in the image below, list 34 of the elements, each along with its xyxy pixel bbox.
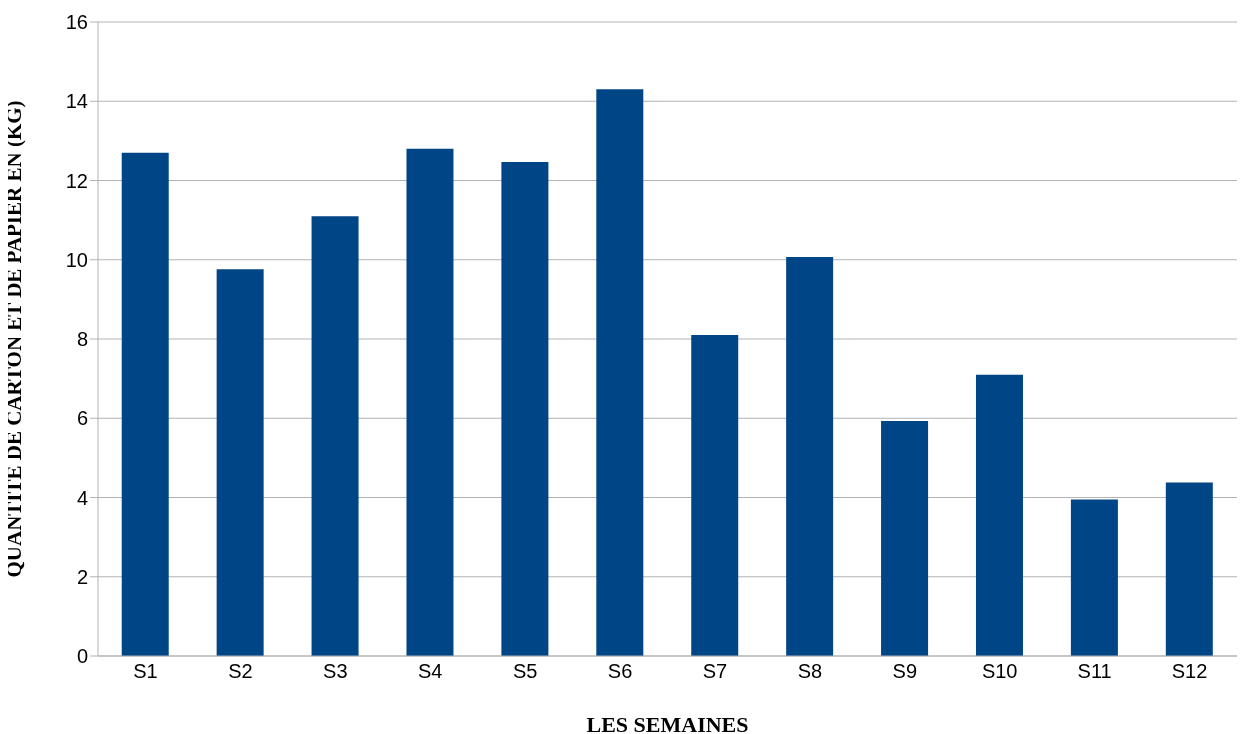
x-tick-label: S12 <box>1171 660 1208 683</box>
y-tick-label: 0 <box>76 645 88 668</box>
y-tick-label: 2 <box>76 565 88 588</box>
bar <box>501 161 549 656</box>
x-tick-label: S2 <box>228 660 253 683</box>
bar <box>1165 482 1213 656</box>
x-tick-label: S4 <box>417 660 443 683</box>
x-tick-label: S9 <box>892 660 918 683</box>
x-tick-label: S1 <box>133 660 158 683</box>
y-tick-label: 14 <box>65 90 88 113</box>
x-tick-label: S5 <box>512 660 538 683</box>
x-tick-label: S6 <box>607 660 633 683</box>
bar <box>691 335 739 656</box>
bar <box>311 216 359 656</box>
y-tick-label: 8 <box>76 328 88 351</box>
bar <box>596 89 644 656</box>
x-tick-label: S11 <box>1077 660 1112 683</box>
x-tick-label: S8 <box>797 660 823 683</box>
y-tick-label: 4 <box>76 486 88 509</box>
y-tick-label: 10 <box>65 248 88 271</box>
bar <box>406 148 454 656</box>
x-tick-label: S10 <box>981 660 1018 683</box>
bar <box>881 421 929 656</box>
bar <box>1070 499 1118 656</box>
bar <box>121 152 169 656</box>
x-tick-label: S7 <box>702 660 728 683</box>
bar <box>975 374 1023 656</box>
x-tick-label: S3 <box>323 660 348 683</box>
bar <box>786 256 834 656</box>
y-tick-label: 16 <box>65 11 88 34</box>
bar <box>216 269 264 656</box>
y-tick-label: 6 <box>76 407 88 430</box>
y-tick-label: 12 <box>65 169 88 192</box>
x-axis-title: LES SEMAINES <box>586 712 749 734</box>
